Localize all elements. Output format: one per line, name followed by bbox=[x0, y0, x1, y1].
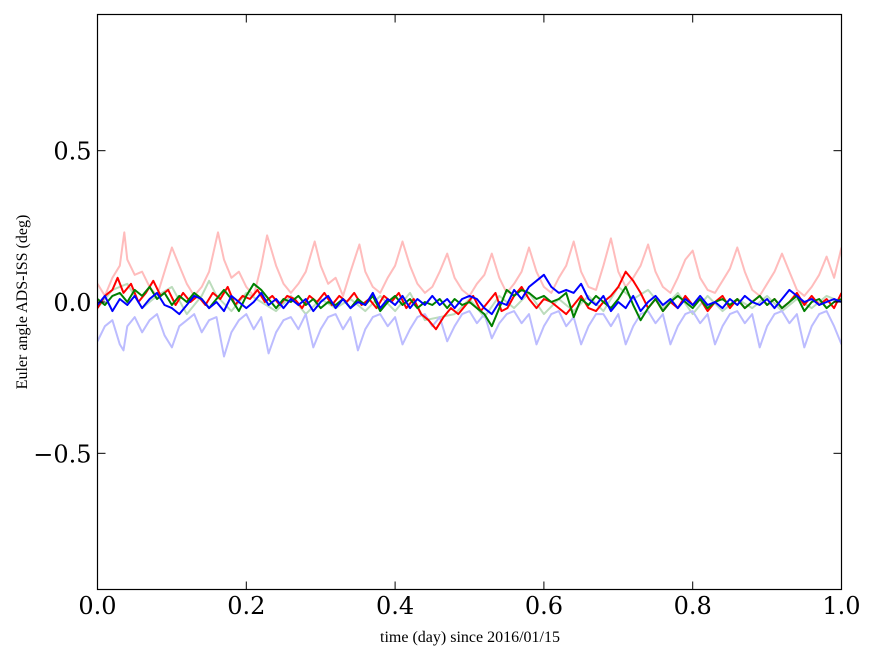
x-tick-label: 1.0 bbox=[822, 592, 860, 620]
tick-labels-layer: 0.0 0.2 0.4 0.6 0.8 1.0 0.5 0.0 −0.5 bbox=[33, 138, 860, 620]
ticks-layer bbox=[97, 14, 842, 590]
x-tick-label: 0.8 bbox=[674, 592, 712, 620]
y-tick-label: 0.5 bbox=[53, 138, 91, 166]
y-tick-label: −0.5 bbox=[33, 440, 91, 468]
series-layer bbox=[97, 231, 842, 358]
x-tick-label: 0.6 bbox=[525, 592, 563, 620]
y-tick-label: 0.0 bbox=[53, 289, 91, 317]
series-line-1 bbox=[97, 231, 842, 297]
x-tick-label: 0.2 bbox=[227, 592, 265, 620]
x-axis-label: time (day) since 2016/01/15 bbox=[380, 629, 560, 646]
x-tick-label: 0.0 bbox=[78, 592, 116, 620]
y-axis-label: Euler angle ADS-ISS (deg) bbox=[14, 215, 31, 390]
series-line-5 bbox=[97, 282, 842, 328]
series-line-6 bbox=[97, 273, 842, 316]
series-line-3 bbox=[97, 310, 842, 358]
x-tick-label: 0.4 bbox=[376, 592, 414, 620]
